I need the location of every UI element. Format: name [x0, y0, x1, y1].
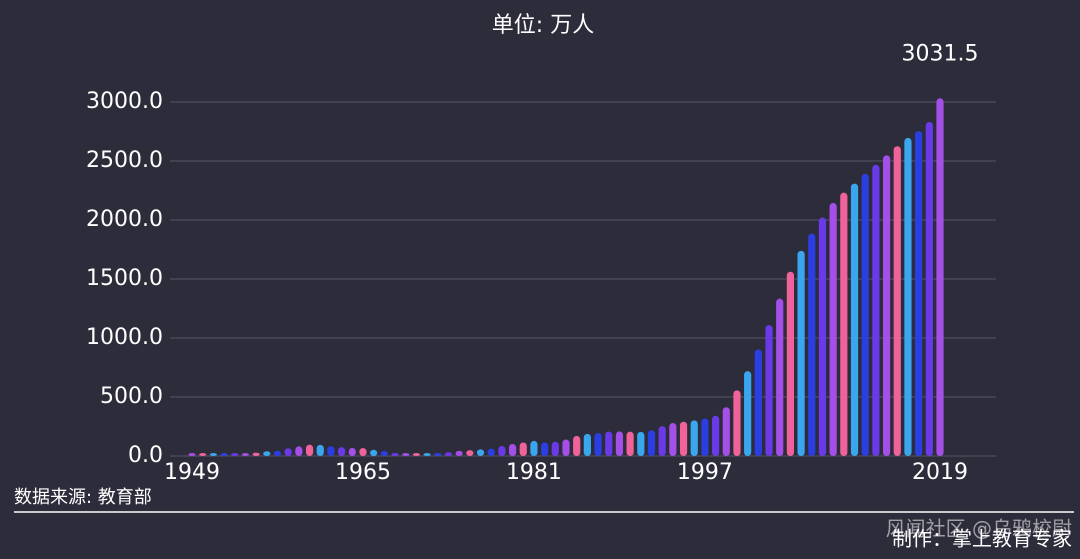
bar	[380, 451, 388, 456]
bar	[882, 155, 891, 456]
bar	[679, 421, 688, 456]
x-tick-label: 1949	[164, 460, 220, 485]
bar	[370, 449, 378, 456]
y-tick-label: 1000.0	[86, 325, 163, 350]
bar	[893, 146, 901, 456]
bar	[712, 415, 720, 456]
source: 数据来源: 教育部	[14, 487, 152, 508]
bar	[818, 217, 827, 456]
bar	[466, 450, 474, 456]
bar	[541, 442, 549, 456]
y-tick-label: 3000.0	[86, 89, 163, 114]
bar	[872, 164, 880, 456]
y-tick-label: 2000.0	[86, 207, 163, 232]
bar	[348, 447, 356, 456]
bar	[241, 453, 250, 456]
bar	[701, 418, 709, 456]
y-tick-label: 500.0	[100, 384, 163, 409]
bar	[637, 431, 645, 456]
bar	[359, 448, 367, 456]
bar	[444, 452, 453, 456]
bar	[199, 453, 207, 456]
bar	[209, 453, 217, 456]
bar	[273, 450, 282, 456]
y-tick-label: 0.0	[128, 443, 163, 468]
bar	[263, 451, 271, 456]
bar	[594, 432, 602, 456]
bar	[455, 450, 463, 456]
bar	[754, 349, 762, 456]
y-tick-label: 2500.0	[86, 148, 163, 173]
bar	[295, 446, 303, 456]
bar	[487, 448, 495, 456]
bar	[765, 325, 773, 456]
watermark: 风闻社区 @乌鸦校尉	[886, 517, 1072, 541]
bar	[434, 453, 442, 456]
bar	[284, 448, 292, 456]
bar	[808, 233, 816, 456]
x-tick-label: 1965	[335, 460, 391, 485]
bar	[338, 447, 346, 456]
bar	[626, 431, 634, 456]
x-tick-label: 1981	[506, 460, 562, 485]
bar	[562, 439, 570, 456]
bar	[423, 453, 431, 456]
value-label: 3031.5	[902, 41, 979, 66]
bar	[391, 452, 399, 456]
bar	[476, 449, 485, 456]
bar	[797, 250, 805, 456]
bar	[220, 453, 228, 456]
bar	[850, 183, 859, 457]
bar	[327, 446, 335, 456]
bar	[583, 433, 591, 456]
bar	[786, 271, 794, 456]
bar	[412, 453, 420, 456]
bar	[551, 441, 559, 456]
chart-title: 单位: 万人	[492, 13, 594, 38]
bar	[605, 431, 613, 456]
bar	[915, 131, 923, 456]
bar	[829, 202, 837, 456]
bar	[615, 431, 624, 456]
bar	[861, 173, 869, 456]
bar	[744, 371, 752, 456]
bar	[508, 443, 517, 456]
bar	[498, 445, 506, 456]
x-tick-label: 1997	[677, 460, 733, 485]
bar	[530, 440, 538, 456]
bar	[925, 121, 933, 456]
bar	[402, 453, 410, 456]
bar	[840, 192, 848, 457]
bar	[573, 435, 581, 456]
bar	[252, 452, 260, 456]
bar	[647, 430, 656, 456]
bar	[658, 426, 666, 456]
y-tick-label: 1500.0	[86, 266, 163, 291]
bar	[904, 137, 912, 456]
bar	[669, 422, 677, 456]
bar	[188, 453, 196, 456]
bar	[519, 442, 527, 456]
bar	[776, 298, 784, 456]
bar	[936, 98, 944, 457]
credit: 制作：掌上教育专家	[892, 527, 1072, 551]
bar	[690, 420, 698, 456]
bar	[733, 390, 741, 456]
bar	[231, 453, 239, 456]
x-tick-label: 2019	[912, 460, 968, 485]
bar	[722, 407, 730, 456]
bar	[316, 444, 324, 456]
bar	[305, 444, 314, 456]
